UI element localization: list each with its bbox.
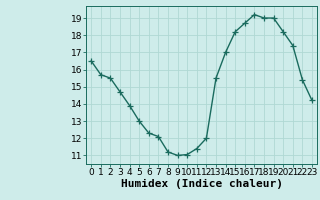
X-axis label: Humidex (Indice chaleur): Humidex (Indice chaleur) — [121, 179, 283, 189]
